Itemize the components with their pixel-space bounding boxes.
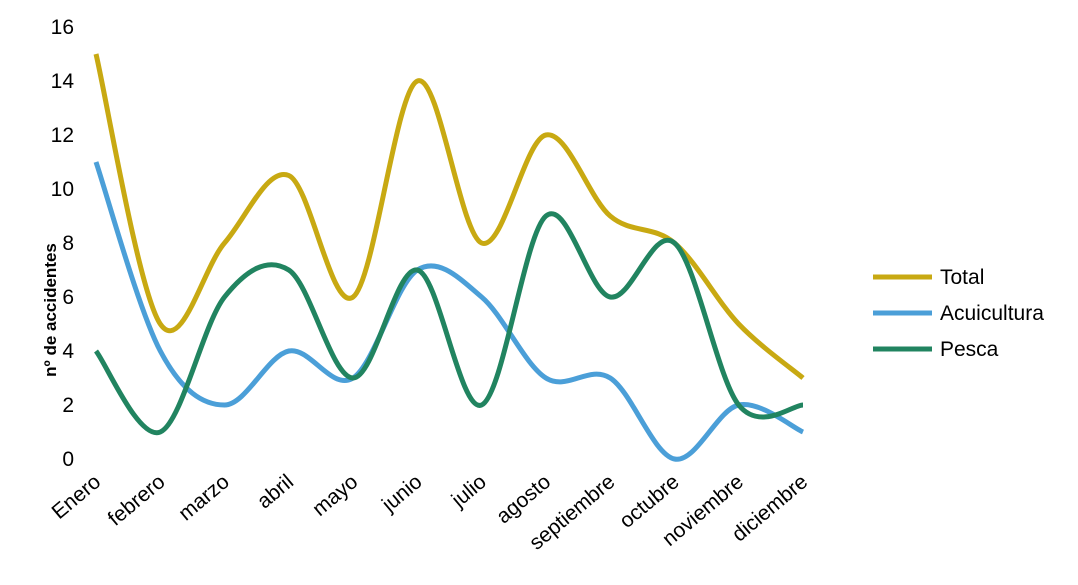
legend-label-acuicultura: Acuicultura <box>940 302 1044 325</box>
y-tick-label: 10 <box>51 178 74 201</box>
y-tick-label: 16 <box>51 16 74 39</box>
y-axis-label: nº de accidentes <box>41 243 60 377</box>
legend-label-pesca: Pesca <box>940 338 999 361</box>
y-tick-label: 14 <box>51 70 75 93</box>
x-tick-label: abril <box>253 470 298 513</box>
x-tick-label: junio <box>377 470 427 517</box>
y-tick-label: 2 <box>62 394 74 417</box>
x-tick-label: febrero <box>104 470 170 530</box>
series-line-pesca <box>93 211 804 436</box>
x-tick-label: marzo <box>174 470 233 525</box>
legend-label-total: Total <box>940 266 984 289</box>
x-tick-label: julio <box>447 470 491 512</box>
series-line-total <box>93 53 805 380</box>
y-tick-label: 12 <box>51 124 74 147</box>
y-tick-label: 8 <box>62 232 74 255</box>
y-tick-label: 4 <box>62 340 74 363</box>
x-tick-label: mayo <box>308 470 362 521</box>
y-tick-label: 6 <box>62 286 74 309</box>
x-tick-label: Enero <box>47 470 105 524</box>
series-line-acuicultura <box>93 161 805 462</box>
y-tick-label: 0 <box>62 448 74 471</box>
